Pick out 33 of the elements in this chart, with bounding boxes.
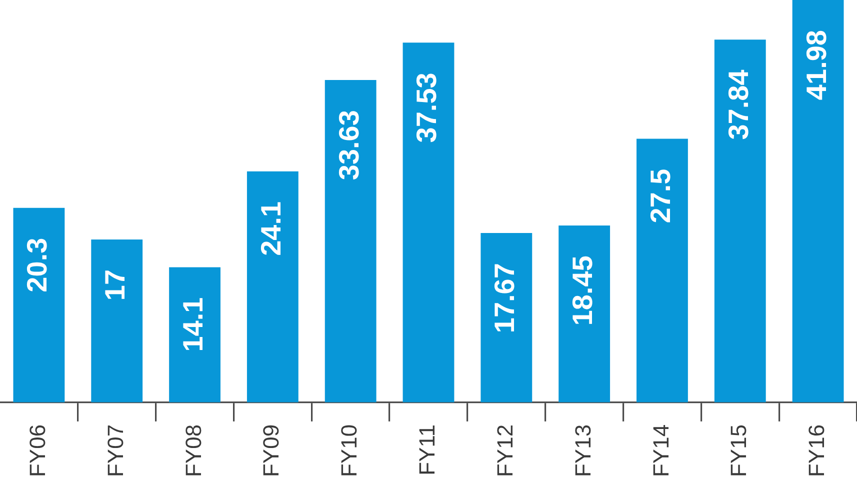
x-tick-label: FY14 [648, 424, 674, 478]
x-tick-label: FY06 [25, 424, 50, 478]
data-label: 27.5 [644, 168, 676, 224]
bar [792, 0, 844, 402]
bar [91, 239, 143, 402]
bar [324, 80, 376, 402]
x-tick-label: FY08 [180, 424, 206, 478]
x-tick-label: FY11 [414, 424, 440, 476]
bar [636, 138, 688, 402]
data-label: 14.1 [177, 297, 208, 352]
data-label: 24.1 [255, 201, 286, 256]
bar [13, 208, 65, 402]
data-label: 37.53 [411, 72, 442, 143]
bar [402, 42, 454, 402]
bar [480, 233, 532, 402]
x-tick-label: FY16 [804, 424, 830, 478]
data-label: 18.45 [567, 256, 598, 326]
x-tick-label: FY09 [258, 424, 284, 478]
data-label: 20.3 [22, 238, 53, 292]
x-tick-label: FY07 [102, 424, 128, 478]
data-label: 37.84 [722, 69, 754, 140]
x-tick-label: FY13 [570, 424, 596, 478]
x-tick-label: FY12 [492, 424, 518, 478]
bar [169, 267, 220, 402]
bar [558, 226, 610, 402]
data-label: 41.98 [800, 30, 832, 100]
x-tick-label: FY15 [726, 424, 752, 478]
data-label: 33.63 [333, 110, 364, 180]
x-tick-label: FY10 [336, 424, 362, 478]
bar [714, 40, 766, 402]
data-label: 17.67 [489, 263, 520, 334]
data-label: 17 [100, 269, 131, 301]
bar [246, 171, 298, 402]
